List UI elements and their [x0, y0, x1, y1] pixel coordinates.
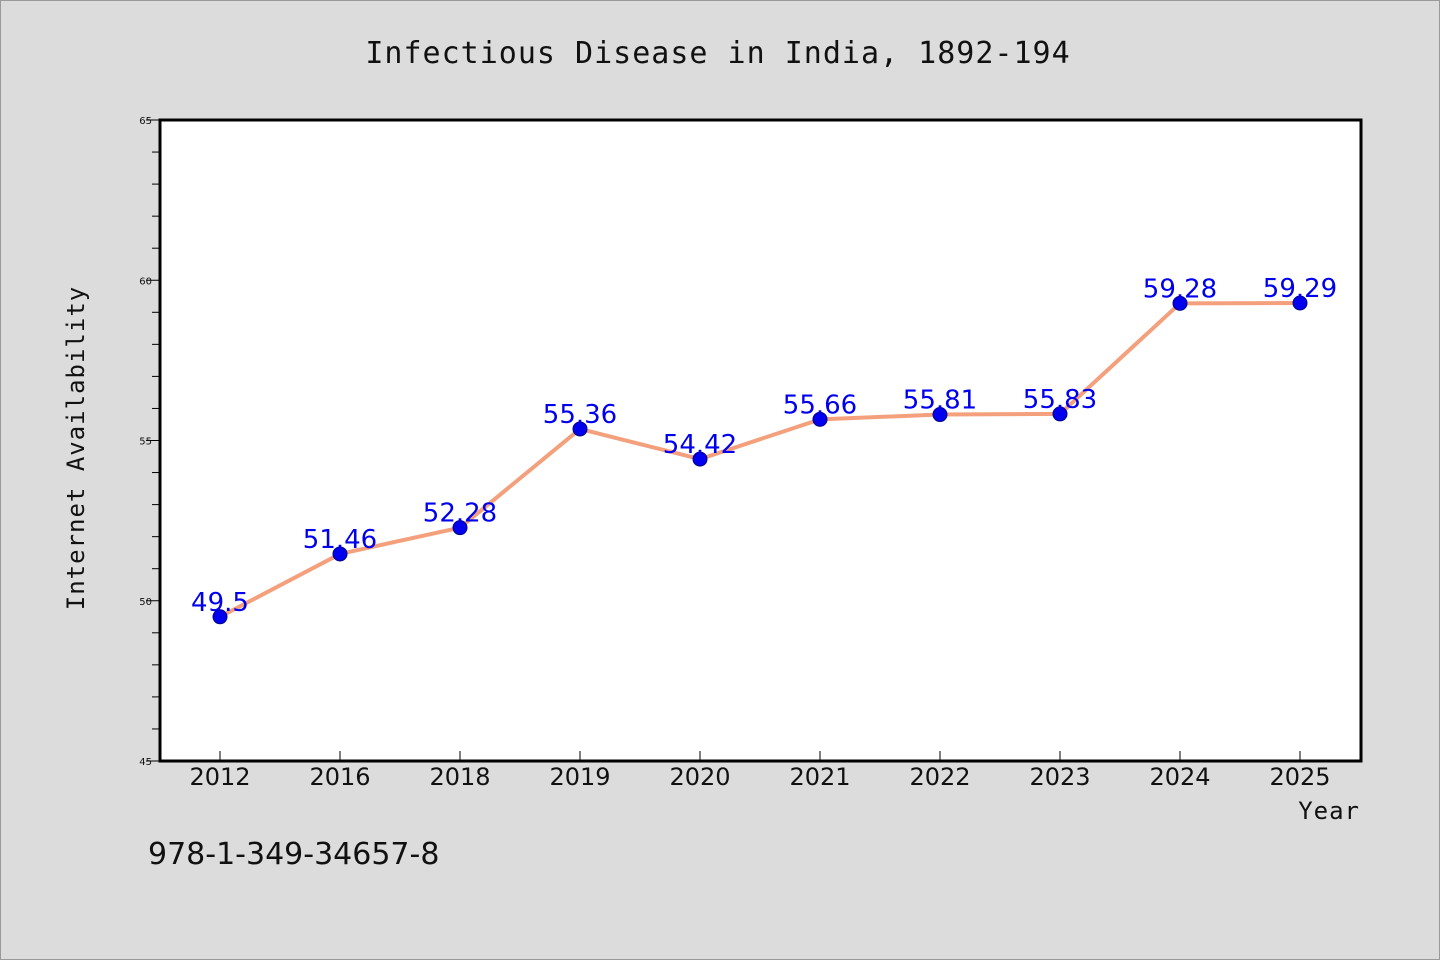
x-tick-label: 2024	[1149, 763, 1210, 791]
data-point	[452, 520, 468, 536]
data-label: 55.83	[1023, 385, 1097, 415]
x-tick-label: 2012	[189, 763, 250, 791]
x-tick-label: 2023	[1029, 763, 1090, 791]
y-tick-label: 55	[139, 437, 152, 448]
y-axis: 45 50 55 60 65	[139, 116, 160, 768]
y-axis-label: Internet Availability	[62, 286, 90, 610]
data-point	[1052, 406, 1068, 422]
data-point	[932, 407, 948, 423]
series-markers	[212, 295, 1308, 625]
data-labels: 49.5 51.46 52.28 55.36 54.42 55.66 55.81 55.83 5…	[191, 274, 1337, 618]
x-tick-label: 2019	[549, 763, 610, 791]
x-axis: 2012 2016 2018 2019 2020 2021 2022 2023 2024 2025	[189, 751, 1331, 791]
x-tick-label: 2025	[1269, 763, 1330, 791]
x-tick-label: 2021	[789, 763, 850, 791]
data-point	[1292, 295, 1308, 311]
data-point	[812, 411, 828, 427]
plot-area	[158, 118, 1363, 763]
x-tick-label: 2016	[309, 763, 370, 791]
data-label: 54.42	[663, 430, 737, 460]
data-point	[332, 546, 348, 562]
data-label: 59.29	[1263, 274, 1337, 304]
y-tick-label: 50	[139, 597, 152, 608]
x-tick-label: 2022	[909, 763, 970, 791]
data-label: 51.46	[303, 525, 377, 555]
x-tick-label: 2020	[669, 763, 730, 791]
data-point	[572, 421, 588, 437]
data-label: 52.28	[423, 499, 497, 529]
chart-title: Infectious Disease in India, 1892-194	[365, 36, 1070, 71]
y-tick-label: 60	[139, 276, 152, 287]
y-tick-label: 65	[139, 116, 152, 127]
data-label: 59.28	[1143, 274, 1217, 304]
isbn-code: 978-1-349-34657-8	[148, 837, 439, 872]
series-line	[219, 301, 1301, 619]
data-point	[1172, 295, 1188, 311]
data-label: 55.81	[903, 386, 977, 416]
x-axis-label: Year	[1298, 797, 1360, 825]
data-label: 55.36	[543, 400, 617, 430]
y-tick-label: 45	[139, 757, 152, 768]
data-point	[212, 609, 228, 625]
data-label: 55.66	[783, 390, 857, 420]
x-tick-label: 2018	[429, 763, 490, 791]
data-label: 49.5	[191, 588, 249, 618]
data-point	[692, 451, 708, 467]
